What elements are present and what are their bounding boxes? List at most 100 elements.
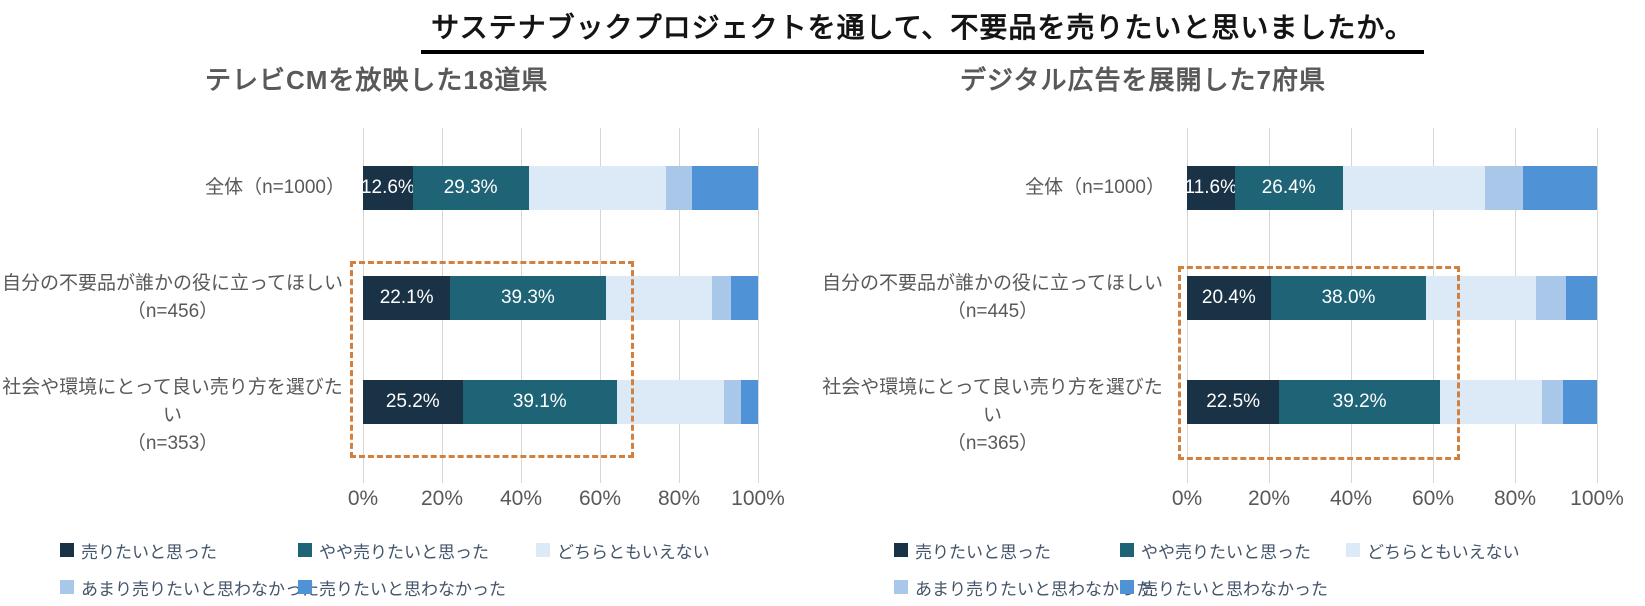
legend-label: 売りたいと思った	[81, 542, 217, 562]
row-label-n: （n=456）	[126, 301, 219, 322]
stacked-bar: 11.6% 26.4%	[1185, 166, 1597, 210]
row-label-text: 全体（n=1000）	[1025, 177, 1165, 198]
axis-tick-label: 40%	[1329, 487, 1373, 510]
bar-segment	[1342, 166, 1486, 210]
bar-value-label: 25.2%	[385, 391, 440, 412]
left-x-axis: 0% 20% 40% 60% 80% 100%	[348, 487, 785, 513]
bar-segment	[692, 166, 758, 210]
bar-segment	[1439, 380, 1543, 424]
bar-value-label: 29.3%	[443, 177, 498, 198]
row-label-text: 自分の不要品が誰かの役に立ってほしい	[1, 273, 344, 294]
bar-segment	[528, 166, 666, 210]
bar-segment	[1426, 276, 1537, 320]
legend-item: 売りたいと思わなかった	[1120, 575, 1346, 599]
bar-segment	[712, 276, 732, 320]
stacked-bar: 12.6% 29.3%	[360, 166, 758, 210]
row-label-n: （n=353）	[126, 433, 219, 454]
gridline	[1597, 128, 1598, 483]
right-chart-plot: 11.6% 26.4% 20.4% 38.0% 22.5% 39.2%	[1185, 128, 1598, 483]
bar-segment	[1562, 380, 1597, 424]
bar-segment: 39.2%	[1279, 380, 1440, 424]
page-title: サステナブックプロジェクトを通して、不要品を売りたいと思いましたか。	[421, 6, 1424, 54]
page-title-wrap: サステナブックプロジェクトを通して、不要品を売りたいと思いましたか。	[200, 6, 1645, 54]
legend-item: やや売りたいと思った	[298, 538, 536, 562]
row-label-n: （n=445）	[946, 301, 1039, 322]
axis-tick-label: 80%	[657, 487, 701, 510]
bar-value-label: 20.4%	[1201, 287, 1256, 308]
bar-segment: 22.1%	[363, 276, 451, 320]
legend-item: あまり売りたいと思わなかった	[894, 575, 1153, 599]
stacked-bar: 22.5% 39.2%	[1187, 380, 1597, 424]
bar-value-label: 22.1%	[379, 287, 434, 308]
legend-swatch	[1120, 543, 1134, 557]
legend-swatch	[1346, 543, 1360, 557]
legend-row: 売りたいと思った やや売りたいと思った どちらともいえない	[894, 538, 1572, 562]
axis-tick-label: 80%	[1493, 487, 1537, 510]
legend-row: あまり売りたいと思わなかった 売りたいと思わなかった	[894, 575, 1572, 599]
legend-label: あまり売りたいと思わなかった	[915, 579, 1153, 599]
axis-tick-label: 20%	[420, 487, 464, 510]
row-label: 全体（n=1000）	[820, 177, 1165, 199]
bar-segment	[1565, 276, 1597, 320]
legend-swatch	[1120, 580, 1134, 594]
highlight-dashed-box	[1178, 266, 1460, 460]
bar-segment	[731, 276, 758, 320]
bar-segment: 39.1%	[462, 380, 617, 424]
legend-item: 売りたいと思った	[60, 538, 298, 562]
stacked-bar: 22.1% 39.3%	[363, 276, 758, 320]
right-legend: 売りたいと思った やや売りたいと思った どちらともいえない あまり売りたいと思わなかっ…	[894, 538, 1572, 606]
legend-item: どちらともいえない	[536, 538, 774, 562]
stacked-bar: 25.2% 39.1%	[363, 380, 758, 424]
legend-swatch	[894, 580, 908, 594]
legend-item: 売りたいと思わなかった	[298, 575, 536, 599]
highlight-dashed-box	[350, 261, 634, 458]
bar-value-label: 12.6%	[360, 177, 415, 198]
bar-segment: 25.2%	[363, 380, 463, 424]
bar-segment	[605, 276, 713, 320]
row-label-n: （n=365）	[946, 433, 1039, 454]
bar-value-label: 38.0%	[1321, 287, 1376, 308]
row-label-text: 社会や環境にとって良い売り方を選びたい	[822, 377, 1163, 426]
axis-tick-label: 40%	[499, 487, 543, 510]
bar-segment: 39.3%	[450, 276, 606, 320]
row-label-text: 全体（n=1000）	[205, 177, 345, 198]
bar-segment	[1522, 166, 1597, 210]
legend-label: どちらともいえない	[557, 542, 710, 562]
bar-segment: 26.4%	[1234, 166, 1343, 210]
bar-segment: 20.4%	[1187, 276, 1271, 320]
row-label: 自分の不要品が誰かの役に立ってほしい （n=445）	[820, 270, 1165, 326]
legend-label: やや売りたいと思った	[1141, 542, 1311, 562]
stacked-bar: 20.4% 38.0%	[1187, 276, 1597, 320]
bar-segment: 22.5%	[1187, 380, 1280, 424]
legend-swatch	[60, 580, 74, 594]
legend-swatch	[536, 543, 550, 557]
left-chart-plot: 12.6% 29.3% 22.1% 39.3% 25.2% 39.1%	[360, 128, 759, 483]
bar-segment	[740, 380, 758, 424]
bar-segment	[665, 166, 693, 210]
bar-segment: 29.3%	[412, 166, 529, 210]
axis-tick-label: 100%	[1570, 487, 1624, 510]
axis-tick-label: 60%	[1411, 487, 1455, 510]
bar-segment: 38.0%	[1270, 276, 1427, 320]
left-chart-title: テレビCMを放映した18道県	[205, 65, 549, 95]
bar-segment	[724, 380, 741, 424]
bar-value-label: 22.5%	[1206, 391, 1261, 412]
legend-swatch	[298, 580, 312, 594]
bar-segment	[1542, 380, 1563, 424]
row-label: 全体（n=1000）	[0, 177, 345, 199]
row-label: 社会や環境にとって良い売り方を選びたい （n=365）	[820, 374, 1165, 458]
legend-swatch	[60, 543, 74, 557]
legend-swatch	[298, 543, 312, 557]
bar-segment	[1536, 276, 1566, 320]
bar-value-label: 39.2%	[1332, 391, 1387, 412]
legend-row: 売りたいと思った やや売りたいと思った どちらともいえない	[60, 538, 774, 562]
gridline	[758, 128, 759, 483]
legend-label: やや売りたいと思った	[319, 542, 489, 562]
legend-label: どちらともいえない	[1367, 542, 1520, 562]
bar-value-label: 39.1%	[512, 391, 567, 412]
left-legend: 売りたいと思った やや売りたいと思った どちらともいえない あまり売りたいと思わなかっ…	[60, 538, 774, 606]
right-x-axis: 0% 20% 40% 60% 80% 100%	[1172, 487, 1624, 513]
axis-tick-label: 0%	[347, 487, 379, 510]
bar-segment: 11.6%	[1185, 166, 1237, 210]
